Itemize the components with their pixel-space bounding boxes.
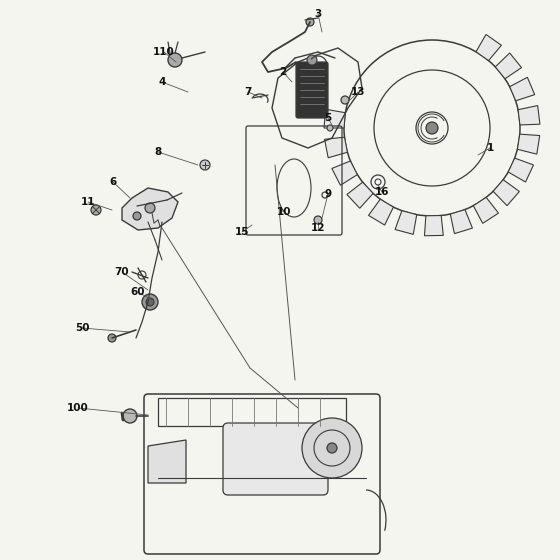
Circle shape [327,125,333,131]
Text: 100: 100 [67,403,89,413]
Text: 13: 13 [351,87,365,97]
Polygon shape [518,105,540,125]
Circle shape [200,160,210,170]
Text: 60: 60 [130,287,145,297]
FancyBboxPatch shape [296,62,328,118]
Polygon shape [476,35,501,60]
Polygon shape [473,197,498,223]
Circle shape [426,122,438,134]
FancyBboxPatch shape [223,423,328,495]
Text: 1: 1 [487,143,493,153]
Polygon shape [347,182,373,208]
Circle shape [327,443,337,453]
Polygon shape [332,161,357,185]
Polygon shape [122,188,178,230]
Polygon shape [495,53,521,79]
Circle shape [142,294,158,310]
Circle shape [108,334,116,342]
Text: 6: 6 [109,177,116,187]
Text: 16: 16 [375,187,389,197]
Circle shape [91,205,101,215]
Circle shape [146,298,154,306]
Polygon shape [508,158,534,182]
Polygon shape [324,109,346,128]
Circle shape [307,55,317,65]
Polygon shape [325,137,347,158]
Text: 7: 7 [244,87,251,97]
Polygon shape [450,209,473,234]
Text: 9: 9 [324,189,332,199]
Circle shape [168,53,182,67]
Circle shape [341,96,349,104]
Text: 11: 11 [81,197,95,207]
Circle shape [314,216,322,224]
Text: 8: 8 [155,147,162,157]
Circle shape [306,18,314,26]
Polygon shape [517,134,540,154]
Text: 3: 3 [314,9,321,19]
Circle shape [133,212,141,220]
Polygon shape [395,211,417,234]
Text: 4: 4 [158,77,166,87]
Text: 110: 110 [153,47,175,57]
Polygon shape [148,440,186,483]
Circle shape [302,418,362,478]
Text: 10: 10 [277,207,291,217]
Circle shape [123,409,137,423]
Text: 12: 12 [311,223,325,233]
Polygon shape [368,199,394,225]
Polygon shape [493,180,519,206]
Text: 50: 50 [74,323,89,333]
Text: 2: 2 [279,67,287,77]
Polygon shape [510,77,535,101]
Polygon shape [424,216,444,236]
Text: 70: 70 [115,267,129,277]
Circle shape [145,203,155,213]
Text: 5: 5 [324,113,332,123]
Text: 15: 15 [235,227,249,237]
